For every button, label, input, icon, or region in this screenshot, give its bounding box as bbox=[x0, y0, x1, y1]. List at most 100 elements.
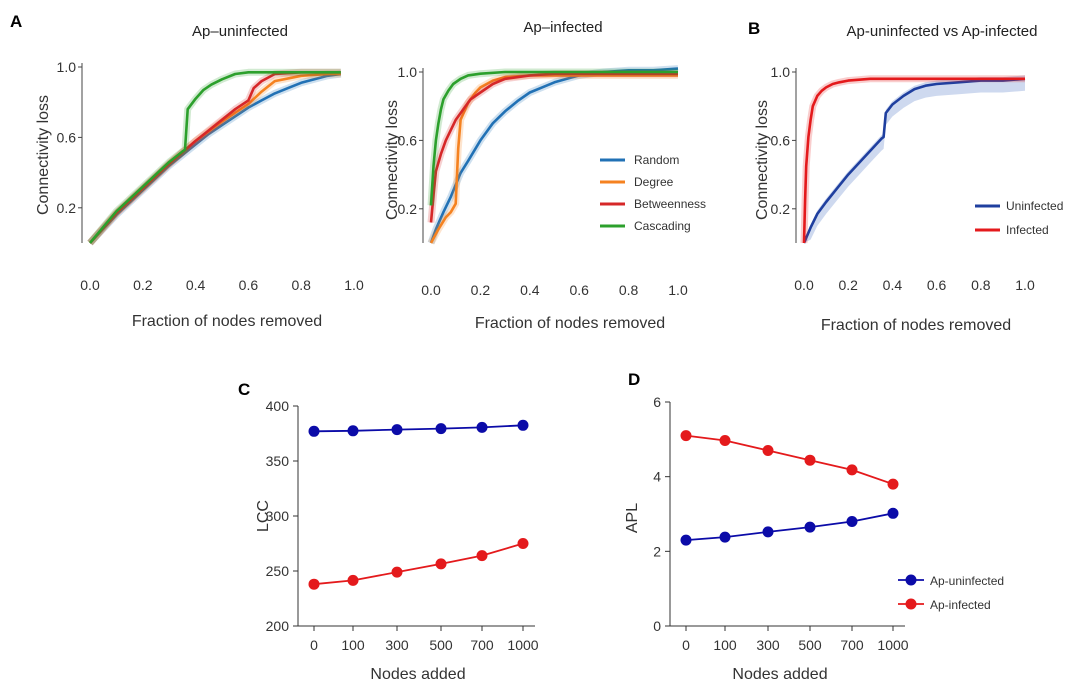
y-tick-label: 1.0 bbox=[57, 59, 77, 75]
data-point-red bbox=[347, 574, 359, 586]
series-line-cascading bbox=[429, 70, 678, 206]
data-point-navy bbox=[680, 534, 692, 546]
series-band-random bbox=[87, 70, 342, 246]
y-axis-label: Connectivity loss bbox=[384, 100, 401, 220]
panel-title: Ap-uninfected vs Ap-infected bbox=[847, 23, 1038, 40]
legend-label-degree: Degree bbox=[634, 175, 674, 189]
x-tick-label: 0 bbox=[682, 637, 690, 653]
series-band-degree bbox=[87, 70, 341, 246]
data-point-red bbox=[476, 550, 488, 562]
legend-label-navy: Ap-uninfected bbox=[930, 574, 1004, 588]
data-point-red bbox=[517, 538, 529, 549]
panel-title: Ap–infected bbox=[523, 19, 602, 36]
panel-C: 200 250 300 350 400 0 100 300 500 700 1000 Nodes ad… bbox=[255, 398, 539, 683]
legend-label-betweenness: Betweenness bbox=[634, 197, 706, 211]
y-tick-label: 0.2 bbox=[398, 201, 418, 217]
legend-label-infected: Infected bbox=[1006, 223, 1049, 237]
series-line-betweenness bbox=[429, 72, 678, 223]
x-tick-label: 300 bbox=[756, 637, 780, 653]
x-tick-label: 0.0 bbox=[794, 277, 814, 293]
x-tick-label: 0.4 bbox=[186, 277, 206, 293]
x-tick-label: 0.2 bbox=[838, 277, 858, 293]
x-tick-label: 700 bbox=[840, 637, 864, 653]
data-point-navy bbox=[762, 526, 774, 538]
panel-label-a: A bbox=[10, 12, 22, 31]
x-tick-label: 700 bbox=[470, 637, 494, 653]
data-point-navy bbox=[804, 521, 816, 533]
x-tick-label: 0 bbox=[310, 637, 318, 653]
y-tick-label: 2 bbox=[653, 543, 661, 559]
y-axis-label: Connectivity loss bbox=[754, 100, 771, 220]
x-axis-label: Nodes added bbox=[370, 666, 465, 683]
y-tick-label: 300 bbox=[266, 508, 290, 524]
legend-label-red: Ap-infected bbox=[930, 598, 991, 612]
y-tick-label: 350 bbox=[266, 453, 290, 469]
data-point-navy bbox=[887, 507, 899, 519]
y-tick-label: 0.2 bbox=[57, 200, 77, 216]
series-line-random bbox=[89, 72, 341, 244]
panel-label-b: B bbox=[748, 19, 760, 38]
y-axis-label: Connectivity loss bbox=[35, 95, 52, 215]
y-tick-label: 0.2 bbox=[771, 201, 791, 217]
x-tick-label: 0.6 bbox=[569, 282, 589, 298]
data-point-red bbox=[308, 578, 320, 590]
panel-title: Ap–uninfected bbox=[192, 23, 288, 40]
legend-swatch-dot-navy bbox=[905, 574, 917, 586]
y-axis-label: LCC bbox=[255, 500, 272, 532]
x-tick-label: 500 bbox=[798, 637, 822, 653]
x-tick-label: 0.6 bbox=[927, 277, 947, 293]
data-point-red bbox=[804, 454, 816, 466]
data-point-red bbox=[719, 435, 731, 446]
data-point-red bbox=[680, 430, 692, 442]
data-point-navy bbox=[347, 425, 359, 437]
series-line-degree bbox=[89, 72, 341, 244]
y-tick-label: 0 bbox=[653, 618, 661, 634]
data-point-red bbox=[435, 558, 447, 570]
data-point-red bbox=[762, 445, 774, 456]
data-point-navy bbox=[308, 425, 320, 437]
y-tick-label: 0.6 bbox=[398, 132, 418, 148]
x-tick-label: 300 bbox=[385, 637, 409, 653]
x-axis-label: Fraction of nodes removed bbox=[475, 315, 665, 332]
panel-A2: Ap–infected 0.2 0.6 1.0 0.0 0.2 0.4 0.6 0.8 1.0 Fr… bbox=[384, 19, 706, 332]
panel-A1: Ap–uninfected 0.2 0.6 1.0 0.0 0.2 0.4 0.6 0.8 1.0… bbox=[35, 23, 364, 330]
y-tick-label: 0.6 bbox=[57, 129, 77, 145]
panel-label-c: C bbox=[238, 380, 250, 399]
data-point-navy bbox=[435, 423, 447, 435]
y-tick-label: 1.0 bbox=[398, 64, 418, 80]
series-line-uninfected bbox=[802, 77, 1026, 244]
legend-label-uninfected: Uninfected bbox=[1006, 199, 1063, 213]
x-tick-label: 0.8 bbox=[971, 277, 991, 293]
series-band-betweenness bbox=[87, 68, 341, 246]
series-line-betweenness bbox=[89, 71, 341, 244]
x-tick-label: 1.0 bbox=[668, 282, 688, 298]
panel-B: Ap-uninfected vs Ap-infected 0.2 0.6 1.0 0.0… bbox=[754, 23, 1063, 334]
y-tick-label: 6 bbox=[653, 394, 661, 410]
panel-label-d: D bbox=[628, 370, 640, 389]
series-band-cascading bbox=[87, 68, 341, 246]
x-tick-label: 1.0 bbox=[344, 277, 364, 293]
data-point-navy bbox=[517, 419, 529, 431]
x-axis-label: Nodes added bbox=[732, 666, 827, 683]
x-tick-label: 0.2 bbox=[133, 277, 153, 293]
x-tick-label: 1000 bbox=[507, 637, 538, 653]
y-tick-label: 0.6 bbox=[771, 132, 791, 148]
x-tick-label: 0.2 bbox=[471, 282, 491, 298]
data-point-red bbox=[887, 478, 899, 490]
series-line-infected bbox=[802, 77, 1025, 244]
x-tick-label: 1.0 bbox=[1015, 277, 1035, 293]
y-tick-label: 200 bbox=[266, 618, 290, 634]
y-tick-label: 4 bbox=[653, 469, 661, 485]
x-tick-label: 100 bbox=[713, 637, 737, 653]
legend-label-random: Random bbox=[634, 153, 679, 167]
series-line-navy bbox=[685, 512, 894, 541]
y-tick-label: 400 bbox=[266, 398, 290, 414]
series-line-red bbox=[313, 542, 524, 586]
y-axis-label: APL bbox=[624, 503, 641, 533]
series-band-uninfected bbox=[804, 75, 1025, 244]
panel-D: 0 2 4 6 0 100 300 500 700 1000 Nodes added APL Ap-un… bbox=[624, 394, 1004, 683]
x-tick-label: 0.0 bbox=[421, 282, 441, 298]
x-axis-label: Fraction of nodes removed bbox=[132, 313, 322, 330]
data-point-navy bbox=[391, 424, 403, 436]
